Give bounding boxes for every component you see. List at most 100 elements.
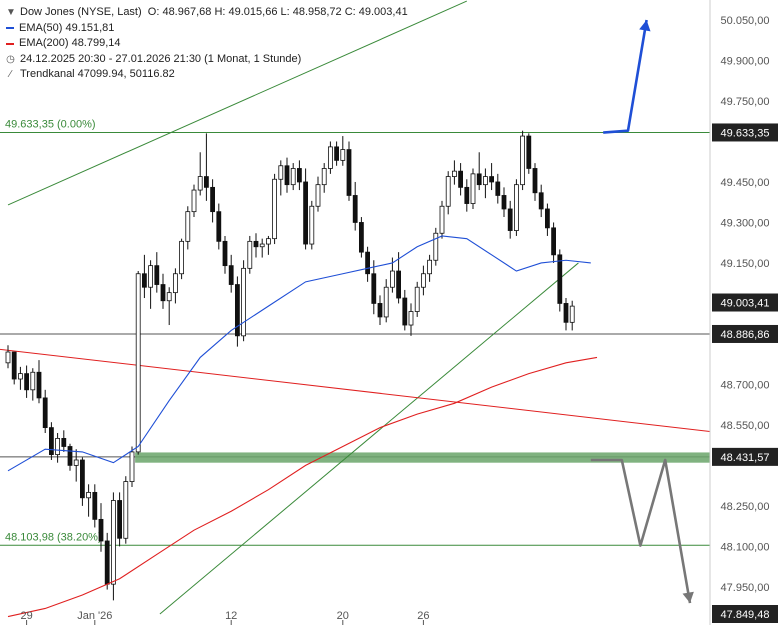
candle-body (346, 149, 352, 196)
candle-body (234, 284, 240, 337)
date-tick-label: Jan '26 (77, 610, 112, 622)
price-tick-label: 49.750,00 (721, 96, 770, 108)
candle-body (520, 135, 525, 186)
candle-body (129, 451, 135, 482)
candle-body (42, 397, 48, 429)
price-label: 49.003,41 (721, 298, 770, 310)
candle-body (185, 211, 191, 242)
candle-body (197, 176, 203, 191)
candle-body (166, 292, 172, 302)
candle-body (160, 284, 166, 302)
legend-ema50-row: EMA(50) 49.151,81 (6, 21, 408, 37)
candle-body (371, 273, 377, 304)
candle-body (290, 168, 296, 186)
scenario-up-arrow (603, 19, 648, 134)
candle-body (439, 205, 445, 234)
candle-body (476, 173, 482, 186)
candle-body (241, 267, 247, 337)
candle-body (420, 273, 426, 288)
candle-body (514, 184, 519, 231)
candle-body (321, 168, 327, 186)
legend-ema50: EMA(50) 49.151,81 (19, 21, 115, 34)
candle-body (352, 195, 358, 223)
candle-body (222, 240, 228, 267)
candle-body (17, 373, 23, 380)
candle-body (86, 491, 91, 499)
trend-lines (0, 0, 717, 615)
chevron-down-icon[interactable]: ▼ (6, 7, 16, 18)
candle-body (172, 273, 178, 294)
candle-body (179, 240, 185, 275)
candle-body (278, 165, 284, 180)
candle-body (259, 243, 265, 248)
candle-body (73, 459, 79, 466)
candle-body (216, 211, 222, 242)
price-tick-label: 48.100,00 (721, 541, 770, 553)
candle-body (309, 205, 315, 245)
support-zone (135, 452, 711, 463)
candle-body (507, 208, 513, 231)
candle-body (5, 351, 11, 364)
support-zone-band (135, 452, 711, 463)
candle-body (377, 303, 383, 318)
candle-body (49, 427, 54, 455)
legend-title-row: ▼ Dow Jones (NYSE, Last) O: 48.967,68 H:… (6, 5, 408, 21)
candle-body (141, 273, 147, 288)
price-tick-label: 50.050,00 (721, 15, 770, 27)
candle-body (414, 286, 420, 312)
price-label-box (712, 123, 778, 142)
chart-legend: ▼ Dow Jones (NYSE, Last) O: 48.967,68 H:… (6, 5, 408, 83)
date-tick-label: 20 (337, 610, 349, 622)
candle-body (117, 500, 122, 539)
candle-body (340, 149, 346, 161)
candle-body (104, 540, 110, 585)
date-tick-label: 26 (417, 610, 429, 622)
legend-ema200: EMA(200) 48.799,14 (19, 37, 121, 49)
level-label: 49.633,35 (0.00%) (5, 118, 96, 130)
candle-body (272, 178, 278, 240)
price-label-box (712, 324, 778, 343)
candle-body (526, 135, 532, 169)
candle-body (253, 240, 259, 248)
candle-body (203, 176, 209, 188)
price-label: 48.886,86 (721, 329, 770, 341)
legend-title: Dow Jones (NYSE, Last) (20, 6, 142, 18)
price-tick-label: 48.250,00 (721, 501, 770, 513)
axes: 50.050,00 49.900,00 49.750,00 49.633,35 49.4… (20, 0, 780, 625)
date-tick-label: 12 (225, 610, 237, 622)
candle-body (80, 459, 85, 499)
scenario-arrows (590, 19, 694, 604)
price-axis-bg (710, 0, 780, 625)
candle-body (433, 232, 439, 261)
legend-ohlc: O: 48.967,68 H: 49.015,66 L: 48.958,72 C… (147, 6, 408, 18)
candle-body (228, 265, 234, 285)
scenario-down-arrow-head (682, 591, 694, 604)
price-label-box (712, 293, 778, 312)
price-label-box (712, 605, 778, 623)
candle-body (427, 259, 433, 275)
candle-body (265, 238, 271, 245)
candle-body (445, 176, 451, 207)
trend-channel-upper (7, 0, 468, 206)
candle-body (315, 184, 321, 207)
date-tick-label: 29 (20, 610, 32, 622)
candle-body (557, 254, 563, 304)
price-tick-label: 48.700,00 (721, 379, 770, 391)
candle-body (402, 297, 408, 326)
candle-body (389, 270, 395, 288)
level-label: 48.103,98 (38.20%) (5, 531, 102, 543)
candle-body (55, 438, 60, 455)
candle-body (532, 168, 538, 194)
candle-body (451, 170, 457, 177)
candle-body (396, 270, 402, 299)
trend-channel-lower (159, 262, 579, 615)
candle-body (464, 186, 470, 204)
candle-body (247, 240, 253, 269)
price-tick-label: 49.450,00 (721, 177, 770, 189)
price-tick-label: 49.900,00 (721, 55, 770, 67)
price-tick-label: 49.150,00 (721, 258, 770, 270)
moving-averages (7, 235, 598, 618)
clock-icon: ◷ (6, 53, 15, 65)
candle-body (482, 176, 488, 186)
